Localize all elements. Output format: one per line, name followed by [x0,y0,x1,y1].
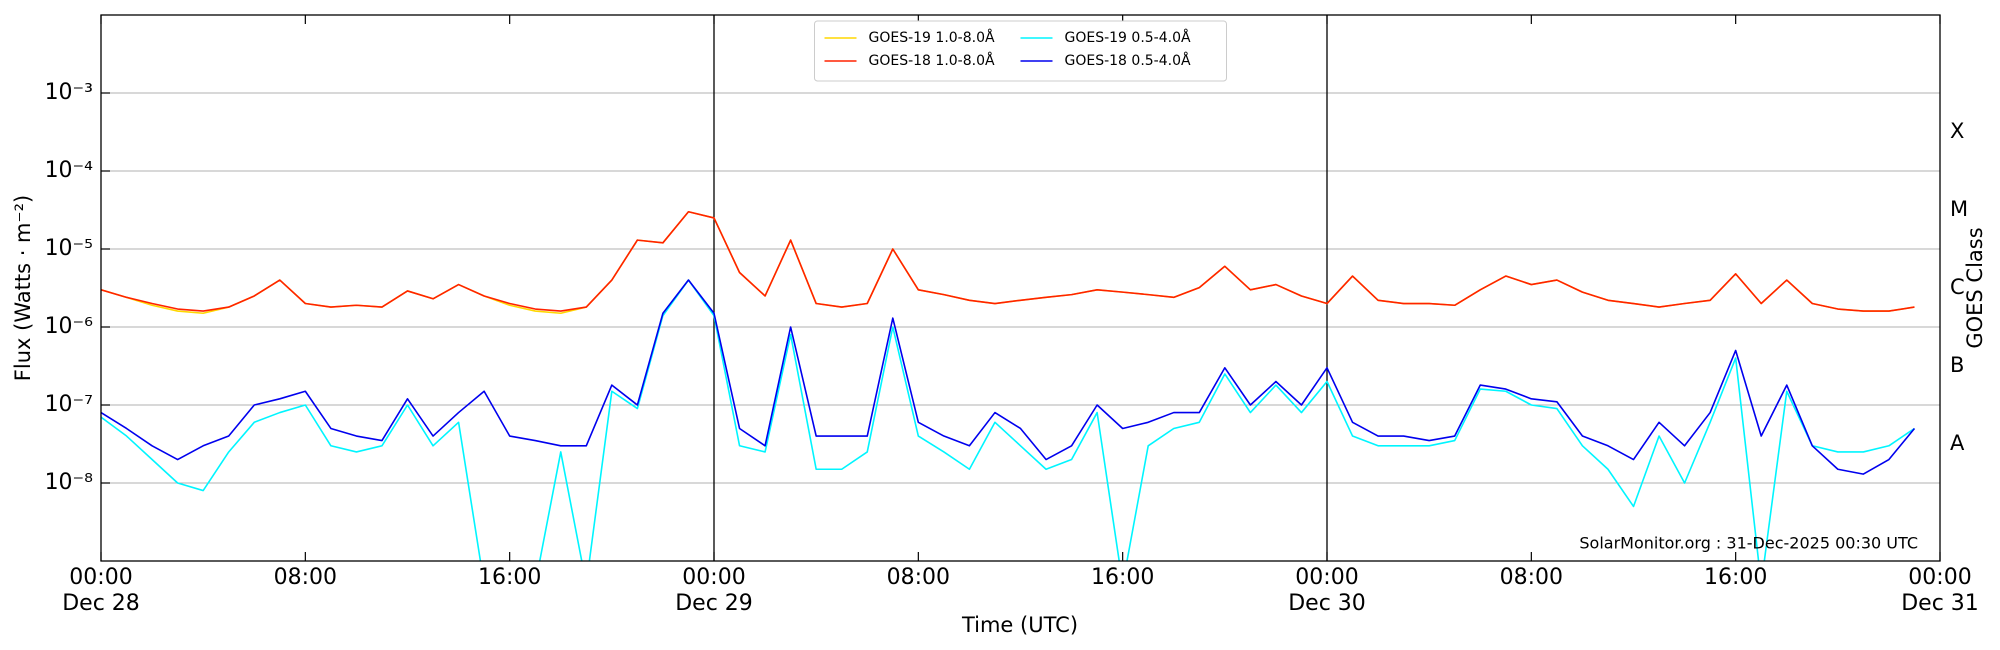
legend-box [814,20,1227,82]
x-axis-label: Time (UTC) [961,613,1078,637]
y2-axis-label: GOES Class [1963,227,1987,348]
legend-label: GOES-19 1.0-8.0Å [869,29,995,46]
x-tick-label: 00:00 [1295,565,1358,590]
x-tick-label: 08:00 [1500,565,1563,590]
x-tick-label: 00:00 [682,565,745,590]
x-tick-label: 16:00 [1704,565,1767,590]
plot-frame [100,14,1941,562]
x-tick-label: 16:00 [1091,565,1154,590]
y-tick-label: 10⁻⁷ [45,392,93,417]
plot-lines [101,210,1916,561]
y-tick-label: 10⁻⁸ [45,470,94,495]
x-tick-label: 08:00 [274,565,337,590]
y-axis-label: Flux (Watts · m⁻²) [11,195,35,381]
series-line [101,279,1915,561]
y-tick-label: 10⁻⁶ [45,314,94,339]
x-tick-label: 16:00 [478,565,541,590]
x-tick-label: 00:00 [69,565,132,590]
x-tick-date: Dec 31 [1901,591,1979,616]
x-tick-date: Dec 30 [1288,591,1366,616]
y2-tick-label: B [1950,353,1964,377]
y2-tick-label: C [1950,275,1965,299]
series-line [101,210,1915,312]
legend-label: GOES-18 1.0-8.0Å [869,52,995,69]
legend-label: GOES-18 0.5-4.0Å [1065,52,1191,69]
x-tick-date: Dec 29 [675,591,753,616]
x-tick-label: 00:00 [1908,565,1971,590]
x-tick-date: Dec 28 [62,591,140,616]
legend-label: GOES-19 0.5-4.0Å [1065,29,1191,46]
y-tick-label: 10⁻⁵ [45,236,93,261]
y-tick-label: 10⁻⁴ [45,158,94,183]
y2-tick-label: X [1950,119,1964,143]
annotation: SolarMonitor.org : 31-Dec-2025 00:30 UTC [1579,534,1918,553]
legend: GOES-19 1.0-8.0Å GOES-18 1.0-8.0Å GOES-19 … [814,20,1227,82]
y-tick-label: 10⁻³ [45,80,93,105]
y2-tick-label: A [1950,431,1965,455]
x-tick-label: 08:00 [887,565,950,590]
y2-tick-label: M [1950,197,1968,221]
series-line [101,279,1916,475]
